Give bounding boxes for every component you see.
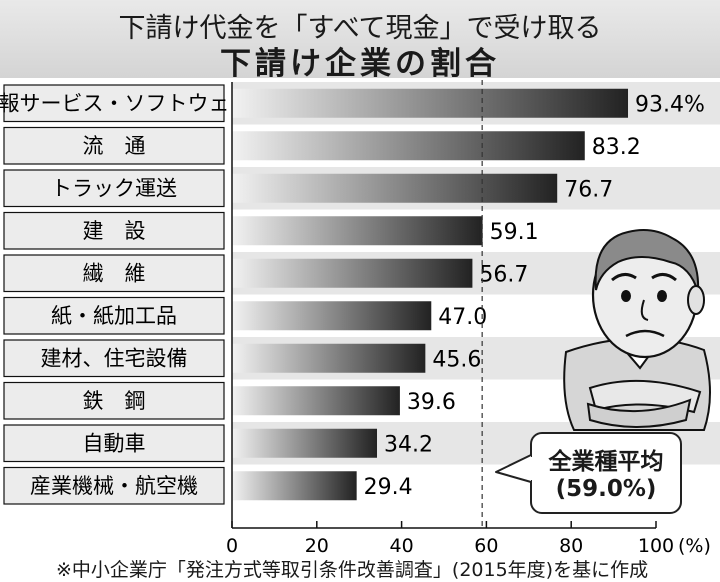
category-label-box	[3, 381, 225, 420]
category-label: 情報サービス・ソフトウェア	[0, 91, 251, 115]
chart-subtitle: 下請け企業の割合	[220, 46, 500, 82]
bar	[232, 173, 558, 203]
category-label-box	[3, 466, 225, 505]
value-label: 29.4	[364, 475, 413, 500]
value-label: 93.4%	[635, 92, 705, 117]
x-tick-label: 0	[226, 535, 238, 557]
category-label-box	[3, 424, 225, 463]
value-label: 56.7	[479, 262, 528, 287]
x-tick-label: 60	[474, 535, 498, 557]
category-label-box	[3, 296, 225, 335]
source-note: ※中小企業庁「発注方式等取引条件改善調査」(2015年度)を基に作成	[56, 559, 649, 581]
category-label-box	[3, 84, 225, 123]
average-value: (59.0%)	[555, 476, 657, 502]
category-label-box	[3, 126, 225, 165]
category-label-box	[3, 211, 225, 250]
title-box: 下請け代金を「すべて現金」で受け取る 下請け企業の割合	[0, 0, 720, 82]
bar	[232, 471, 357, 501]
x-tick-label: 20	[305, 535, 329, 557]
chart-title: 下請け代金を「すべて現金」で受け取る	[118, 13, 602, 44]
worried-man-icon	[563, 229, 711, 431]
bar	[232, 88, 629, 118]
category-label: 産業機械・航空機	[30, 474, 198, 498]
category-label: 自動車	[83, 431, 146, 455]
category-label: 紙・紙加工品	[51, 304, 177, 328]
category-label: トラック運送	[51, 176, 177, 200]
category-label: 繊 維	[83, 261, 146, 285]
bar	[232, 258, 473, 288]
category-label-box	[3, 169, 225, 208]
bar	[232, 343, 426, 373]
value-label: 34.2	[384, 432, 433, 457]
value-label: 45.6	[432, 347, 481, 372]
category-label: 流 通	[83, 134, 146, 158]
average-callout: 全業種平均 (59.0%)	[530, 432, 682, 514]
category-label-box	[3, 254, 225, 293]
value-label: 76.7	[564, 177, 613, 202]
category-label: 建材、住宅設備	[41, 346, 188, 370]
bar	[232, 428, 378, 458]
value-label: 39.6	[407, 390, 456, 415]
category-label: 建 設	[83, 219, 146, 243]
bar	[232, 131, 585, 161]
x-tick-label: 80	[559, 535, 583, 557]
category-label: 鉄 鋼	[83, 389, 146, 413]
x-tick-label: 40	[390, 535, 414, 557]
x-tick-label: 100	[638, 535, 674, 557]
x-unit-label: (%)	[678, 535, 711, 557]
category-label-box	[3, 339, 225, 378]
value-label: 59.1	[490, 220, 539, 245]
bar	[232, 301, 432, 331]
value-label: 83.2	[592, 135, 641, 160]
bar	[232, 216, 483, 246]
bar	[232, 386, 400, 416]
value-label: 47.0	[438, 305, 487, 330]
average-label: 全業種平均	[548, 449, 664, 475]
